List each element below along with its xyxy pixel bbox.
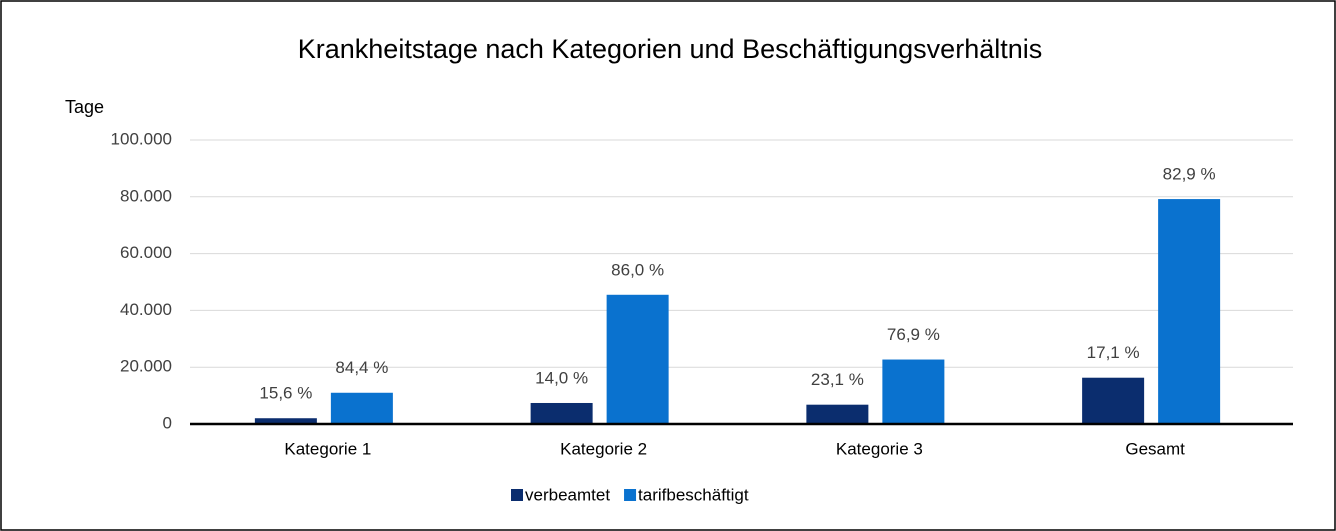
data-label: 82,9 % bbox=[1163, 165, 1216, 184]
y-tick-label: 40.000 bbox=[120, 300, 172, 319]
data-label: 86,0 % bbox=[611, 260, 664, 279]
legend-label: tarifbeschäftigt bbox=[638, 485, 749, 504]
y-tick-label: 20.000 bbox=[120, 357, 172, 376]
bar bbox=[1158, 199, 1221, 424]
bar bbox=[530, 402, 593, 424]
chart-title: Krankheitstage nach Kategorien und Besch… bbox=[298, 34, 1043, 64]
bar bbox=[1082, 377, 1145, 424]
legend-swatch bbox=[624, 489, 637, 501]
data-label: 15,6 % bbox=[259, 384, 312, 403]
x-tick-label: Kategorie 1 bbox=[284, 439, 371, 458]
data-label: 23,1 % bbox=[811, 370, 864, 389]
y-tick-label: 0 bbox=[163, 413, 172, 432]
bar bbox=[806, 404, 869, 424]
y-tick-label: 100.000 bbox=[111, 129, 172, 148]
data-label: 14,0 % bbox=[535, 368, 588, 387]
x-tick-label: Gesamt bbox=[1125, 439, 1185, 458]
legend-label: verbeamtet bbox=[525, 485, 610, 504]
y-tick-label: 80.000 bbox=[120, 186, 172, 205]
data-label: 76,9 % bbox=[887, 325, 940, 344]
bar bbox=[254, 418, 317, 424]
y-tick-label: 60.000 bbox=[120, 243, 172, 262]
bar bbox=[330, 392, 393, 424]
bar bbox=[882, 359, 945, 424]
legend-swatch bbox=[511, 489, 523, 501]
x-tick-label: Kategorie 2 bbox=[560, 439, 647, 458]
data-label: 84,4 % bbox=[335, 358, 388, 377]
bar bbox=[606, 294, 669, 424]
data-label: 17,1 % bbox=[1087, 343, 1140, 362]
y-axis-label: Tage bbox=[65, 97, 104, 117]
x-tick-label: Kategorie 3 bbox=[836, 439, 923, 458]
